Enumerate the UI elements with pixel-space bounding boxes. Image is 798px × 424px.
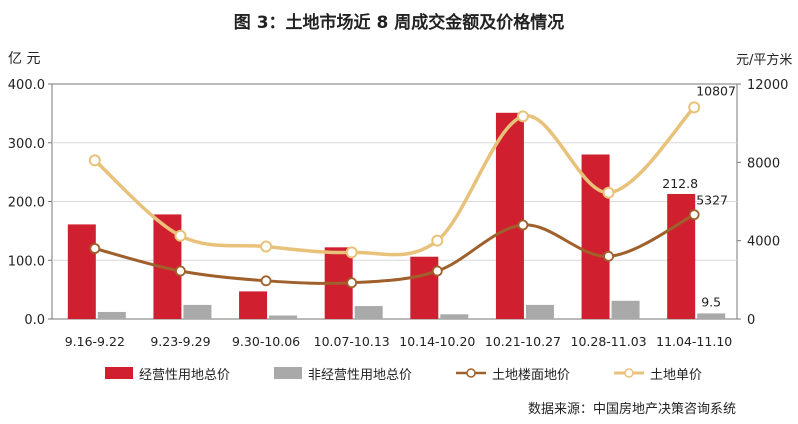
legend-label-operating: 经营性用地总价 — [139, 367, 231, 383]
right-tick-label: 12000 — [747, 78, 788, 93]
point-unit-price — [174, 229, 187, 242]
left-tick-label: 400.0 — [8, 78, 45, 93]
point-unit-price — [602, 186, 615, 199]
point-floor-price — [89, 243, 101, 254]
data-label: 212.8 — [662, 176, 698, 191]
legend-swatch-floor-price — [456, 368, 486, 378]
data-label: 5327 — [696, 193, 728, 208]
category-label: 9.23-9.29 — [150, 334, 210, 349]
legend-swatch-operating — [105, 367, 133, 379]
category-label: 10.07-10.13 — [314, 334, 390, 349]
bar-nonoperating — [440, 314, 469, 319]
legend-item-nonoperating: 非经营性用地总价 — [274, 362, 412, 384]
category-label: 9.16-9.22 — [65, 334, 125, 349]
bar-nonoperating — [354, 306, 383, 319]
point-floor-price — [688, 209, 700, 221]
chart-title: 图 3：土地市场近 8 周成交金额及价格情况 — [233, 13, 565, 33]
point-unit-price — [345, 246, 358, 259]
legend-swatch-nonoperating — [274, 367, 302, 379]
bar-operating — [67, 224, 96, 319]
point-unit-price — [431, 234, 444, 247]
point-floor-price — [175, 265, 186, 277]
left-tick-label: 200.0 — [8, 196, 45, 211]
legend-item-floor-price: 土地楼面地价 — [456, 362, 570, 384]
legend-item-operating: 经营性用地总价 — [105, 362, 230, 384]
point-floor-price — [431, 265, 443, 277]
bar-operating — [239, 291, 268, 319]
right-tick-label: 8000 — [747, 156, 780, 171]
point-unit-price — [88, 154, 101, 167]
point-floor-price — [346, 277, 358, 289]
data-source: 数据来源：中国房地产决策咨询系统 — [528, 402, 737, 417]
legend-label-unit-price: 土地单价 — [650, 367, 703, 383]
category-label: 10.14-10.20 — [399, 334, 475, 349]
bar-nonoperating — [269, 315, 298, 319]
bar-nonoperating — [611, 300, 640, 319]
left-tick-label: 100.0 — [8, 254, 45, 269]
category-label: 11.04-11.10 — [656, 334, 732, 349]
category-label: 10.28-11.03 — [571, 334, 647, 349]
legend: 经营性用地总价 非经营性用地总价 土地楼面地价 土地单价 — [0, 362, 798, 386]
legend-label-floor-price: 土地楼面地价 — [492, 367, 571, 383]
point-floor-price — [603, 250, 614, 262]
point-unit-price — [260, 240, 273, 253]
left-axis-unit: 亿 元 — [8, 51, 41, 67]
right-tick-label: 4000 — [747, 235, 780, 250]
category-label: 9.30-10.06 — [232, 334, 300, 349]
bar-operating — [495, 112, 524, 319]
line-floor-price — [94, 213, 695, 285]
right-axis-unit: 元/平方米 — [736, 53, 793, 68]
category-label: 10.21-10.27 — [485, 334, 561, 349]
legend-item-unit-price: 土地单价 — [614, 362, 702, 384]
bar-nonoperating — [97, 311, 126, 319]
bar-operating — [581, 154, 610, 319]
point-floor-price — [517, 219, 529, 231]
data-label: 10807 — [696, 83, 736, 98]
bar-operating — [410, 256, 439, 319]
bar-nonoperating — [697, 313, 726, 319]
data-label: 9.5 — [701, 294, 721, 309]
bar-nonoperating — [525, 304, 554, 319]
left-tick-label: 300.0 — [8, 137, 45, 152]
legend-swatch-unit-price — [614, 368, 644, 378]
left-tick-label: 0.0 — [24, 313, 45, 328]
legend-label-nonoperating: 非经营性用地总价 — [308, 367, 413, 383]
point-unit-price — [516, 110, 529, 123]
bar-nonoperating — [183, 304, 212, 319]
point-floor-price — [260, 275, 272, 287]
point-unit-price — [688, 101, 701, 114]
right-tick-label: 0 — [747, 313, 755, 328]
